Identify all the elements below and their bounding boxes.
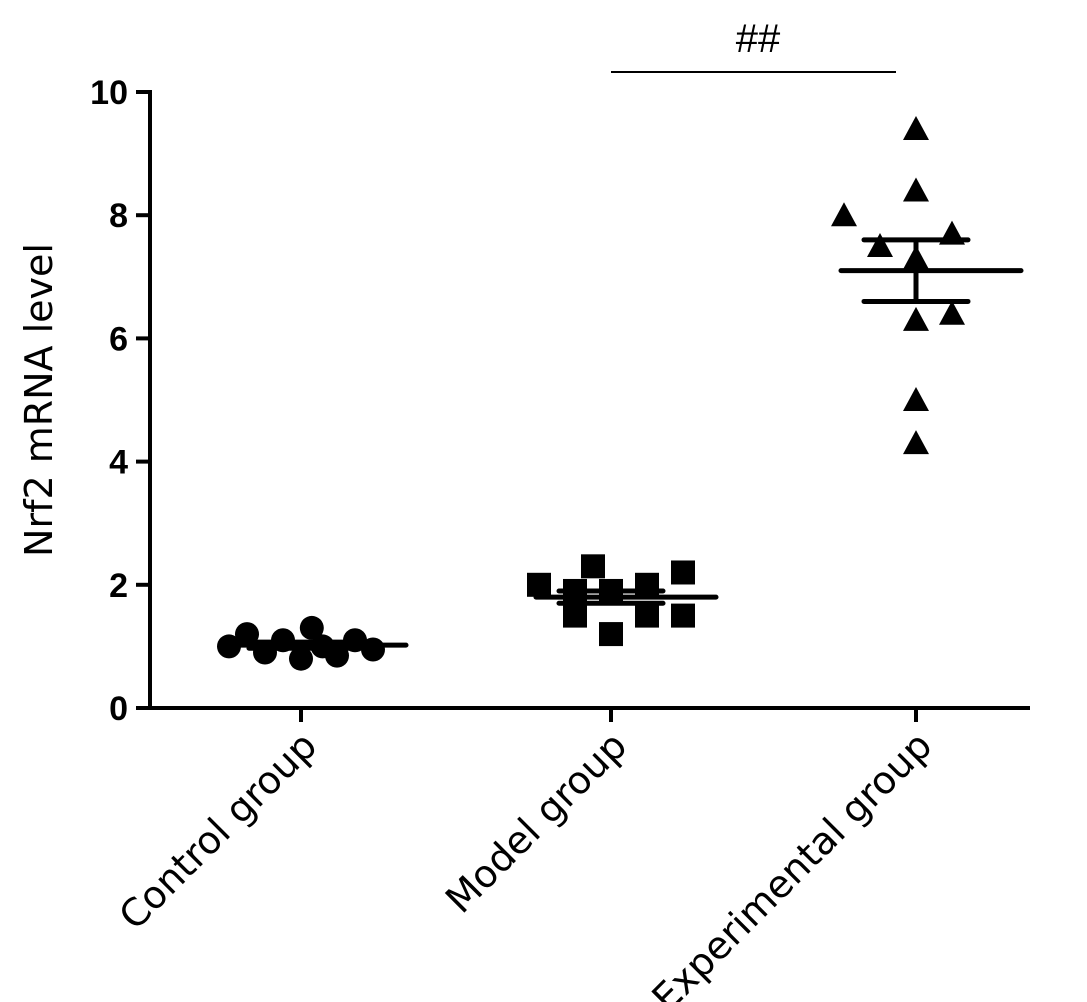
data-point-circle xyxy=(289,646,313,671)
data-point-triangle xyxy=(903,306,929,331)
data-point-square xyxy=(671,560,695,585)
data-point-square xyxy=(563,603,587,628)
y-tick-label: 8 xyxy=(109,197,128,235)
data-point-triangle xyxy=(903,115,929,140)
y-axis-label: Nrf2 mRNA level xyxy=(17,243,61,557)
x-tick-label: Model group xyxy=(437,723,635,921)
significance-annotation: ## xyxy=(736,17,781,61)
y-tick-label: 4 xyxy=(109,444,128,482)
data-point-square xyxy=(581,554,605,579)
data-point-square xyxy=(635,603,659,628)
x-tick-label: Experimental group xyxy=(643,723,940,1002)
x-tick-label: Control group xyxy=(111,723,326,938)
data-point-circle xyxy=(299,615,324,640)
y-tick-label: 6 xyxy=(109,320,128,358)
data-point-triangle xyxy=(831,202,857,227)
data-point-triangle xyxy=(939,300,965,325)
data-point-square xyxy=(599,622,623,647)
data-point-triangle xyxy=(903,177,929,202)
y-tick-label: 0 xyxy=(109,690,128,728)
data-point-square xyxy=(527,572,551,597)
data-point-circle xyxy=(361,637,385,662)
y-tick-label: 10 xyxy=(90,74,128,112)
data-point-triangle xyxy=(867,233,893,257)
data-point-triangle xyxy=(903,430,929,455)
y-tick-label: 2 xyxy=(109,567,128,605)
data-point-square xyxy=(671,603,695,628)
data-point-triangle xyxy=(903,387,929,411)
